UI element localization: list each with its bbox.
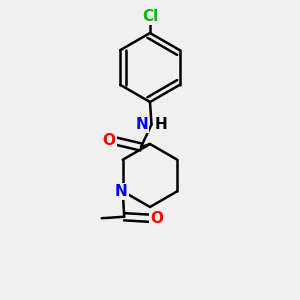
Text: H: H <box>154 117 167 132</box>
Text: N: N <box>115 184 128 199</box>
Text: Cl: Cl <box>142 9 158 24</box>
Text: O: O <box>102 134 116 148</box>
Text: N: N <box>135 117 148 132</box>
Text: O: O <box>150 211 163 226</box>
